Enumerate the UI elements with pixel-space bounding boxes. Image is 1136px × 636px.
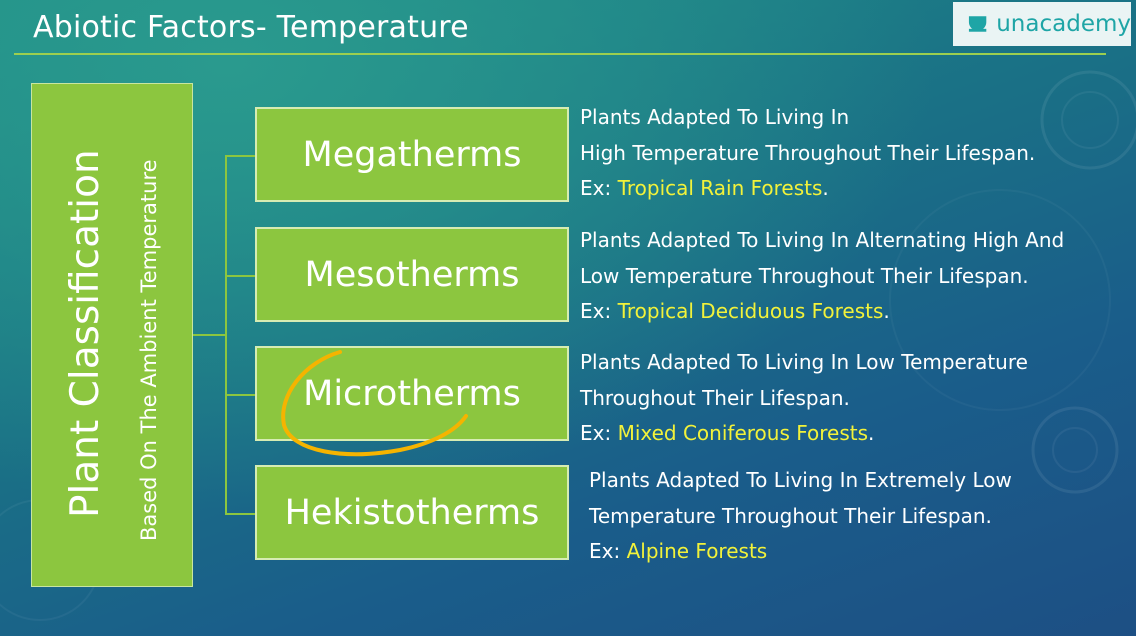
example-label: Ex: bbox=[580, 299, 618, 323]
example-label: Ex: bbox=[589, 539, 627, 563]
page-title: Abiotic Factors- Temperature bbox=[33, 10, 469, 45]
example-end: . bbox=[822, 176, 829, 200]
description-line: Plants Adapted To Living In bbox=[580, 105, 850, 129]
main-label: Plant Classification bbox=[63, 149, 108, 518]
connector-spine bbox=[225, 156, 227, 514]
example-value: Tropical Deciduous Forests bbox=[617, 299, 884, 323]
description-mesotherms: Plants Adapted To Living In Alternating … bbox=[580, 223, 1064, 330]
brand-logo: unacademy bbox=[953, 2, 1131, 46]
category-box-microtherms: Microtherms bbox=[255, 346, 569, 441]
brand-name: unacademy bbox=[996, 11, 1131, 37]
connector-branch bbox=[225, 513, 255, 515]
example-label: Ex: bbox=[580, 176, 618, 200]
example-value: Tropical Rain Forests bbox=[617, 176, 823, 200]
example-value: Alpine Forests bbox=[626, 539, 768, 563]
category-box-hekistotherms: Hekistotherms bbox=[255, 465, 569, 560]
description-line: Plants Adapted To Living In Alternating … bbox=[580, 228, 1065, 252]
example-label: Ex: bbox=[580, 421, 618, 445]
unacademy-logo-icon bbox=[968, 16, 987, 32]
description-line: Plants Adapted To Living In Low Temperat… bbox=[580, 350, 1028, 374]
example-line: Ex: Tropical Rain Forests. bbox=[580, 171, 1035, 207]
title-divider bbox=[14, 53, 1106, 55]
example-end: . bbox=[883, 299, 890, 323]
example-line: Ex: Alpine Forests bbox=[589, 534, 1012, 570]
example-end: . bbox=[868, 421, 875, 445]
example-line: Ex: Tropical Deciduous Forests. bbox=[580, 294, 1064, 330]
description-line: Plants Adapted To Living In Extremely Lo… bbox=[589, 468, 1012, 492]
connector-branch bbox=[225, 394, 255, 396]
description-line: Throughout Their Lifespan. bbox=[580, 385, 850, 410]
category-box-megatherms: Megatherms bbox=[255, 107, 569, 202]
connector-branch bbox=[225, 275, 255, 277]
description-megatherms: Plants Adapted To Living In High Tempera… bbox=[580, 100, 1035, 207]
description-microtherms: Plants Adapted To Living In Low Temperat… bbox=[580, 345, 1028, 452]
connector-stem bbox=[193, 334, 225, 336]
description-line: Temperature Throughout Their Lifespan. bbox=[589, 503, 992, 528]
description-line: Low Temperature Throughout Their Lifespa… bbox=[580, 263, 1029, 288]
category-box-mesotherms: Mesotherms bbox=[255, 227, 569, 322]
classification-bar bbox=[31, 83, 193, 587]
description-line: High Temperature Throughout Their Lifesp… bbox=[580, 140, 1036, 165]
description-hekistotherms: Plants Adapted To Living In Extremely Lo… bbox=[589, 463, 1012, 570]
sub-label: Based On The Ambient Temperature bbox=[137, 159, 161, 541]
example-line: Ex: Mixed Coniferous Forests. bbox=[580, 416, 1028, 452]
connector-branch bbox=[225, 155, 255, 157]
example-value: Mixed Coniferous Forests bbox=[617, 421, 869, 445]
